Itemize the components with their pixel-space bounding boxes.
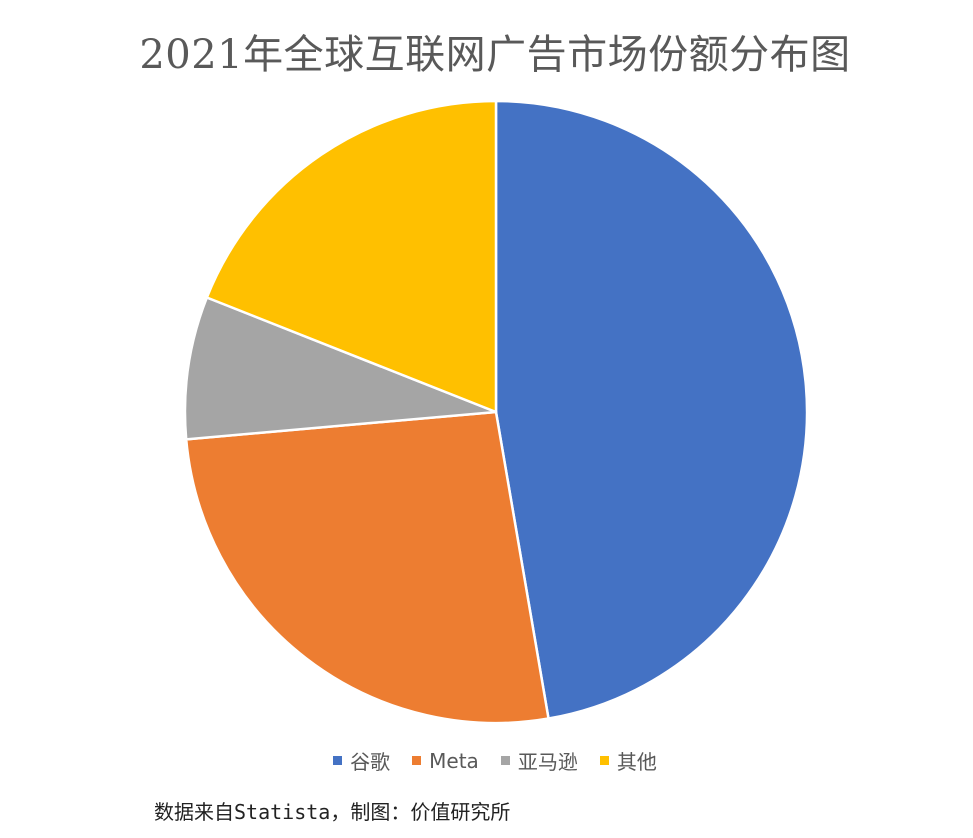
legend-swatch-amazon [500,756,510,765]
source-note: 数据来自Statista，制图：价值研究所 [154,800,511,824]
legend-label-other: 其他 [616,750,657,774]
legend-item-google[interactable]: 谷歌 [333,746,390,775]
pie-slice-amazon[interactable] [183,296,498,441]
pie-slice-google[interactable] [494,99,809,720]
legend-label-meta: Meta [429,748,479,773]
legend-label-google: 谷歌 [350,750,391,774]
legend-item-amazon[interactable]: 亚马逊 [500,746,578,775]
pie-slices [183,99,809,725]
legend-item-other[interactable]: 其他 [599,746,657,775]
chart-legend: 谷歌 Meta 亚马逊 其他 [0,746,973,775]
chart-title: 2021年全球互联网广告市场份额分布图 [139,32,851,78]
legend-item-meta[interactable]: Meta [412,749,479,773]
pie-slice-other[interactable] [205,99,498,414]
legend-swatch-google [333,756,343,765]
pie-slice-meta[interactable] [184,410,550,725]
legend-swatch-meta [412,756,422,765]
legend-label-amazon: 亚马逊 [517,750,578,774]
legend-swatch-other [599,756,609,765]
